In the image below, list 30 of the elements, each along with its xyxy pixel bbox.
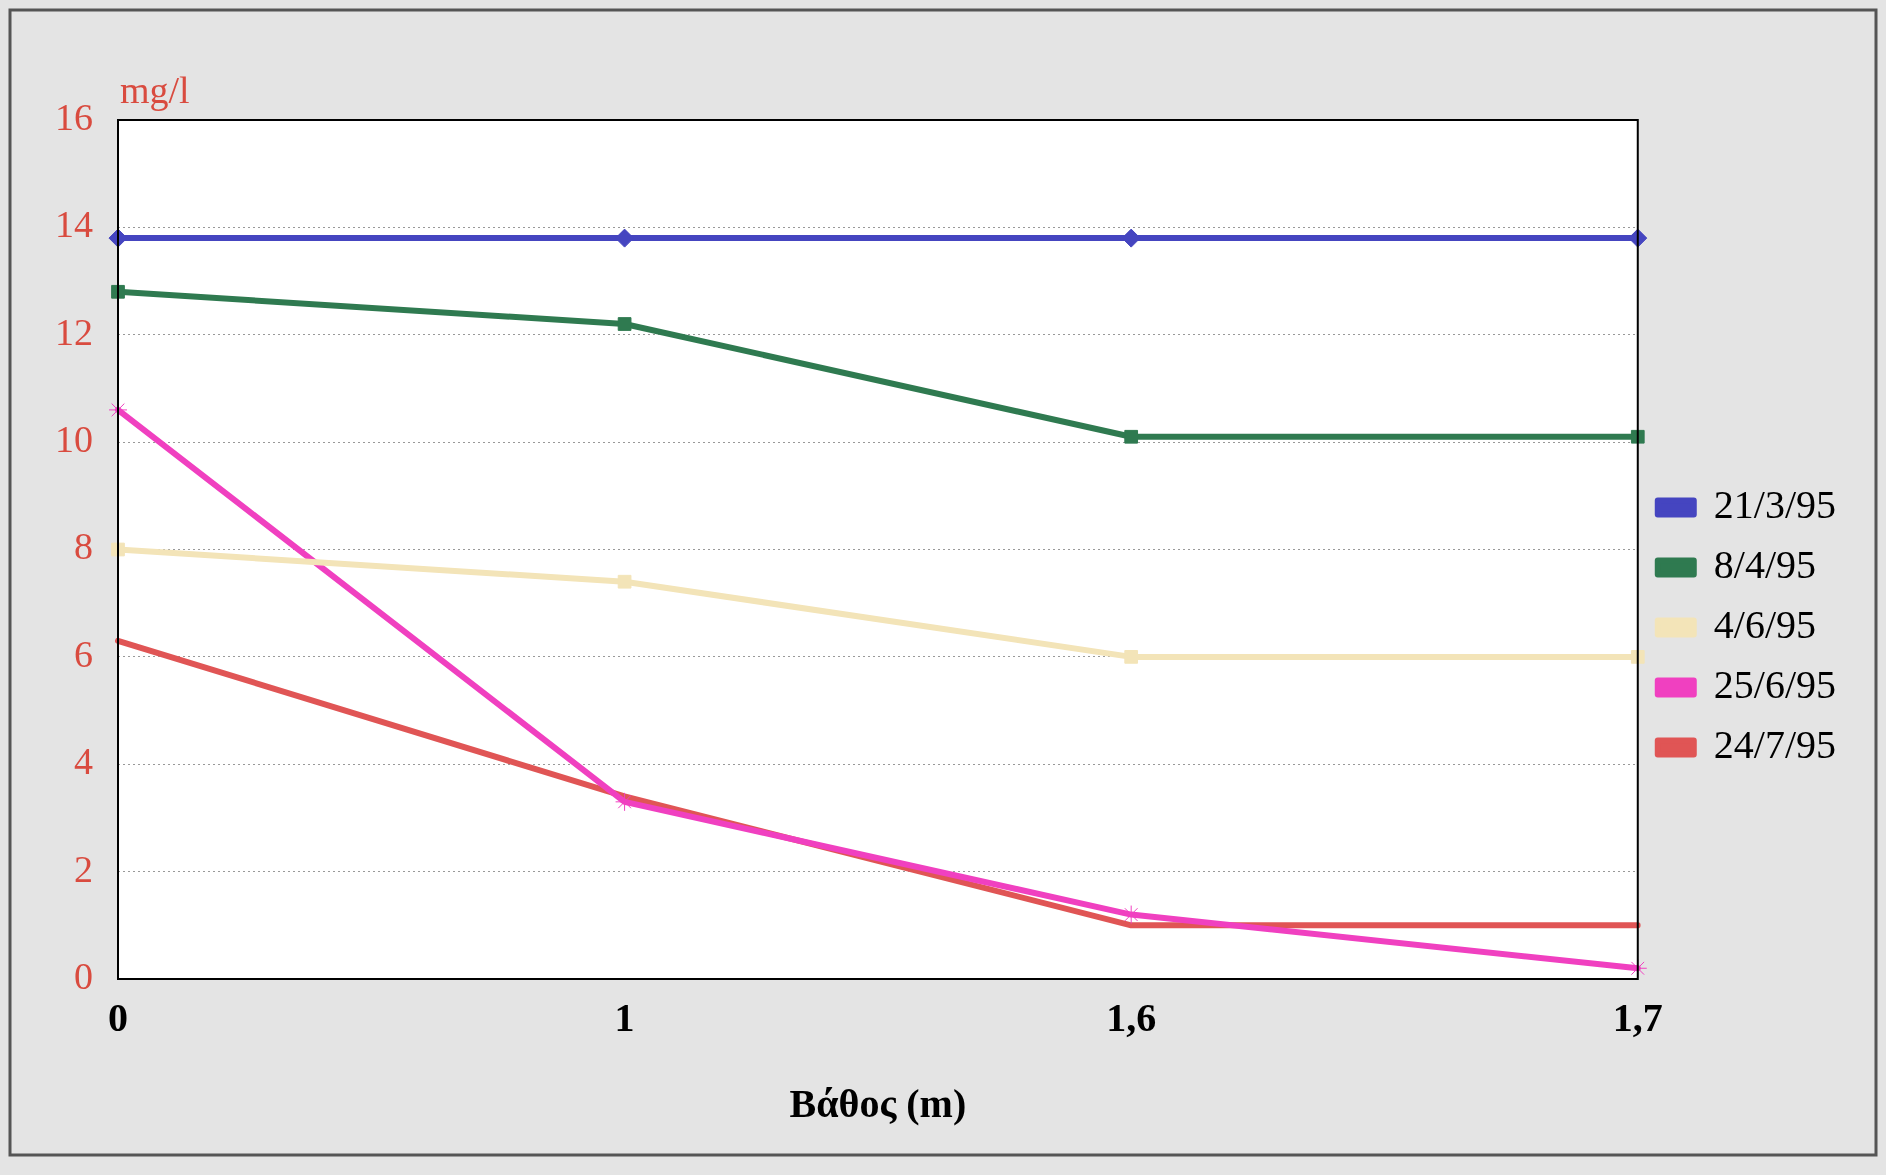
y-tick-label: 8: [74, 525, 93, 568]
x-tick-label: 1,6: [1106, 995, 1157, 1041]
point: [111, 284, 125, 299]
legend-label: 8/4/95: [1713, 542, 1817, 587]
point: [617, 574, 632, 589]
y-tick-label: 14: [55, 203, 93, 246]
point: [1630, 429, 1645, 444]
legend-label: 24/7/95: [1713, 722, 1837, 767]
y-axis-title: mg/l: [120, 68, 190, 111]
y-tick-label: 4: [74, 740, 93, 783]
point: [615, 792, 635, 812]
point: [1124, 429, 1139, 444]
legend-label: 25/6/95: [1713, 662, 1837, 707]
y-tick-label: 0: [74, 954, 93, 997]
x-axis-title: Βάθος (m): [789, 1081, 967, 1127]
point: [1121, 905, 1141, 925]
point: [1124, 650, 1139, 664]
point: [111, 542, 125, 557]
legend-label: 4/6/95: [1713, 602, 1817, 647]
y-tick-label: 6: [74, 632, 93, 675]
x-tick-label: 1: [614, 995, 635, 1041]
y-tick-label: 16: [55, 95, 93, 138]
point: [617, 317, 632, 331]
y-tick-label: 2: [74, 847, 93, 890]
x-tick-label: 1,7: [1612, 995, 1663, 1041]
point: [1630, 650, 1645, 664]
x-tick-label: 0: [108, 995, 128, 1041]
legend-label: 21/3/95: [1713, 482, 1837, 527]
y-tick-label: 10: [55, 418, 93, 461]
y-tick-label: 12: [55, 310, 93, 353]
